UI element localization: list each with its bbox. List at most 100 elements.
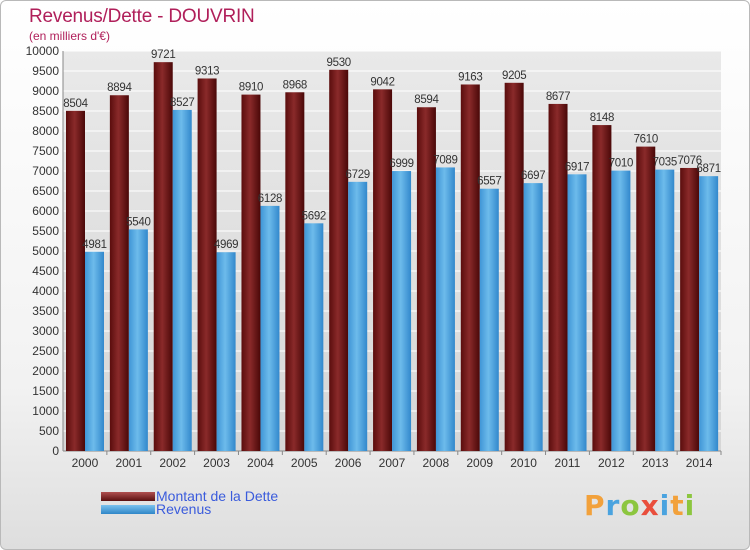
bar-revenus bbox=[523, 183, 543, 451]
data-label-dette: 9530 bbox=[327, 57, 351, 69]
x-tick-label: 2004 bbox=[247, 456, 274, 470]
bar-revenus bbox=[85, 251, 104, 451]
bar-dette bbox=[592, 125, 612, 451]
data-label-revenus: 6871 bbox=[696, 163, 720, 175]
data-label-revenus: 7089 bbox=[433, 154, 457, 166]
data-label-revenus: 7010 bbox=[609, 158, 633, 170]
legend-swatch-dette bbox=[101, 492, 155, 501]
bar-revenus bbox=[216, 252, 236, 451]
bar-dette bbox=[285, 92, 305, 451]
y-tick-label: 7500 bbox=[32, 144, 59, 158]
data-label-dette: 9163 bbox=[458, 71, 482, 83]
y-tick-label: 6500 bbox=[32, 184, 59, 198]
data-label-revenus: 6999 bbox=[389, 158, 413, 170]
x-tick-label: 2001 bbox=[115, 456, 142, 470]
bar-revenus bbox=[348, 181, 368, 451]
bar-revenus bbox=[479, 188, 499, 451]
data-label-dette: 8148 bbox=[590, 112, 614, 124]
y-tick-label: 4000 bbox=[32, 284, 59, 298]
x-tick-label: 2010 bbox=[510, 456, 537, 470]
x-tick-label: 2006 bbox=[335, 456, 362, 470]
proxiti-logo: Proxiti bbox=[584, 489, 696, 522]
y-tick-label: 2500 bbox=[32, 344, 59, 358]
y-tick-label: 500 bbox=[39, 424, 59, 438]
bar-revenus bbox=[435, 167, 455, 451]
data-label-dette: 8594 bbox=[414, 94, 439, 106]
y-tick-label: 5000 bbox=[32, 244, 59, 258]
x-tick-label: 2005 bbox=[291, 456, 318, 470]
data-label-dette: 8504 bbox=[63, 98, 88, 110]
data-label-revenus: 6917 bbox=[565, 161, 589, 173]
y-tick-label: 10000 bbox=[26, 44, 60, 58]
y-tick-label: 7000 bbox=[32, 164, 59, 178]
data-label-revenus: 6729 bbox=[346, 169, 370, 181]
bar-dette bbox=[109, 95, 129, 452]
bar-revenus bbox=[611, 170, 631, 451]
data-label-dette: 9313 bbox=[195, 65, 219, 77]
y-tick-label: 0 bbox=[52, 444, 59, 458]
bar-dette bbox=[373, 89, 393, 451]
bar-revenus bbox=[172, 109, 192, 452]
bar-revenus bbox=[567, 174, 587, 451]
y-tick-label: 4500 bbox=[32, 264, 59, 278]
data-label-revenus: 6128 bbox=[258, 193, 282, 205]
bar-dette bbox=[153, 62, 173, 451]
chart-title: Revenus/Dette - DOUVRIN bbox=[29, 6, 255, 27]
bar-dette bbox=[636, 146, 656, 451]
bar-dette bbox=[66, 110, 85, 451]
y-tick-label: 9500 bbox=[32, 64, 59, 78]
bar-revenus bbox=[304, 223, 324, 451]
bar-dette bbox=[460, 84, 480, 451]
data-label-revenus: 5692 bbox=[302, 210, 326, 222]
bar-dette bbox=[241, 94, 261, 451]
x-tick-label: 2013 bbox=[642, 456, 669, 470]
data-label-revenus: 4981 bbox=[82, 239, 106, 251]
y-tick-label: 8500 bbox=[32, 104, 59, 118]
y-tick-label: 6000 bbox=[32, 204, 59, 218]
bar-revenus bbox=[128, 229, 148, 451]
y-tick-label: 2000 bbox=[32, 364, 59, 378]
y-tick-label: 9000 bbox=[32, 84, 59, 98]
data-label-revenus: 6697 bbox=[521, 170, 545, 182]
chart-subtitle: (en milliers d'€) bbox=[29, 29, 110, 43]
data-label-dette: 9205 bbox=[502, 70, 526, 82]
bar-dette bbox=[197, 78, 217, 451]
data-label-dette: 8677 bbox=[546, 91, 570, 103]
x-tick-label: 2011 bbox=[555, 456, 581, 470]
bar-dette bbox=[416, 107, 436, 452]
y-tick-label: 3000 bbox=[32, 324, 59, 338]
data-label-dette: 7610 bbox=[634, 134, 658, 146]
data-label-revenus: 5540 bbox=[126, 216, 150, 228]
x-tick-label: 2000 bbox=[72, 456, 99, 470]
bar-dette bbox=[680, 167, 700, 451]
bar-dette bbox=[548, 103, 568, 452]
data-label-dette: 8910 bbox=[239, 82, 263, 94]
bar-revenus bbox=[699, 176, 719, 451]
x-tick-label: 2003 bbox=[203, 456, 230, 470]
bar-dette bbox=[329, 69, 349, 452]
bar-dette bbox=[504, 82, 524, 452]
x-tick-label: 2008 bbox=[423, 456, 450, 470]
data-label-dette: 8968 bbox=[283, 79, 307, 91]
bar-revenus bbox=[655, 169, 675, 451]
data-label-revenus: 6557 bbox=[477, 176, 501, 188]
x-tick-label: 2012 bbox=[598, 456, 625, 470]
bar-revenus bbox=[392, 171, 412, 452]
legend-label-dette: Montant de la Dette bbox=[156, 488, 279, 504]
data-label-dette: 8894 bbox=[107, 82, 132, 94]
x-tick-label: 2009 bbox=[466, 456, 493, 470]
data-label-dette: 9721 bbox=[151, 49, 175, 61]
legend-label-revenus: Revenus bbox=[156, 501, 212, 517]
y-tick-label: 1500 bbox=[32, 384, 59, 398]
bar-revenus bbox=[260, 205, 280, 451]
x-tick-label: 2014 bbox=[686, 456, 713, 470]
data-label-dette: 7076 bbox=[677, 155, 701, 167]
y-tick-label: 8000 bbox=[32, 124, 59, 138]
x-tick-label: 2007 bbox=[379, 456, 406, 470]
data-label-revenus: 8527 bbox=[170, 97, 194, 109]
y-tick-label: 3500 bbox=[32, 304, 59, 318]
y-tick-label: 5500 bbox=[32, 224, 59, 238]
data-label-revenus: 7035 bbox=[653, 157, 677, 169]
